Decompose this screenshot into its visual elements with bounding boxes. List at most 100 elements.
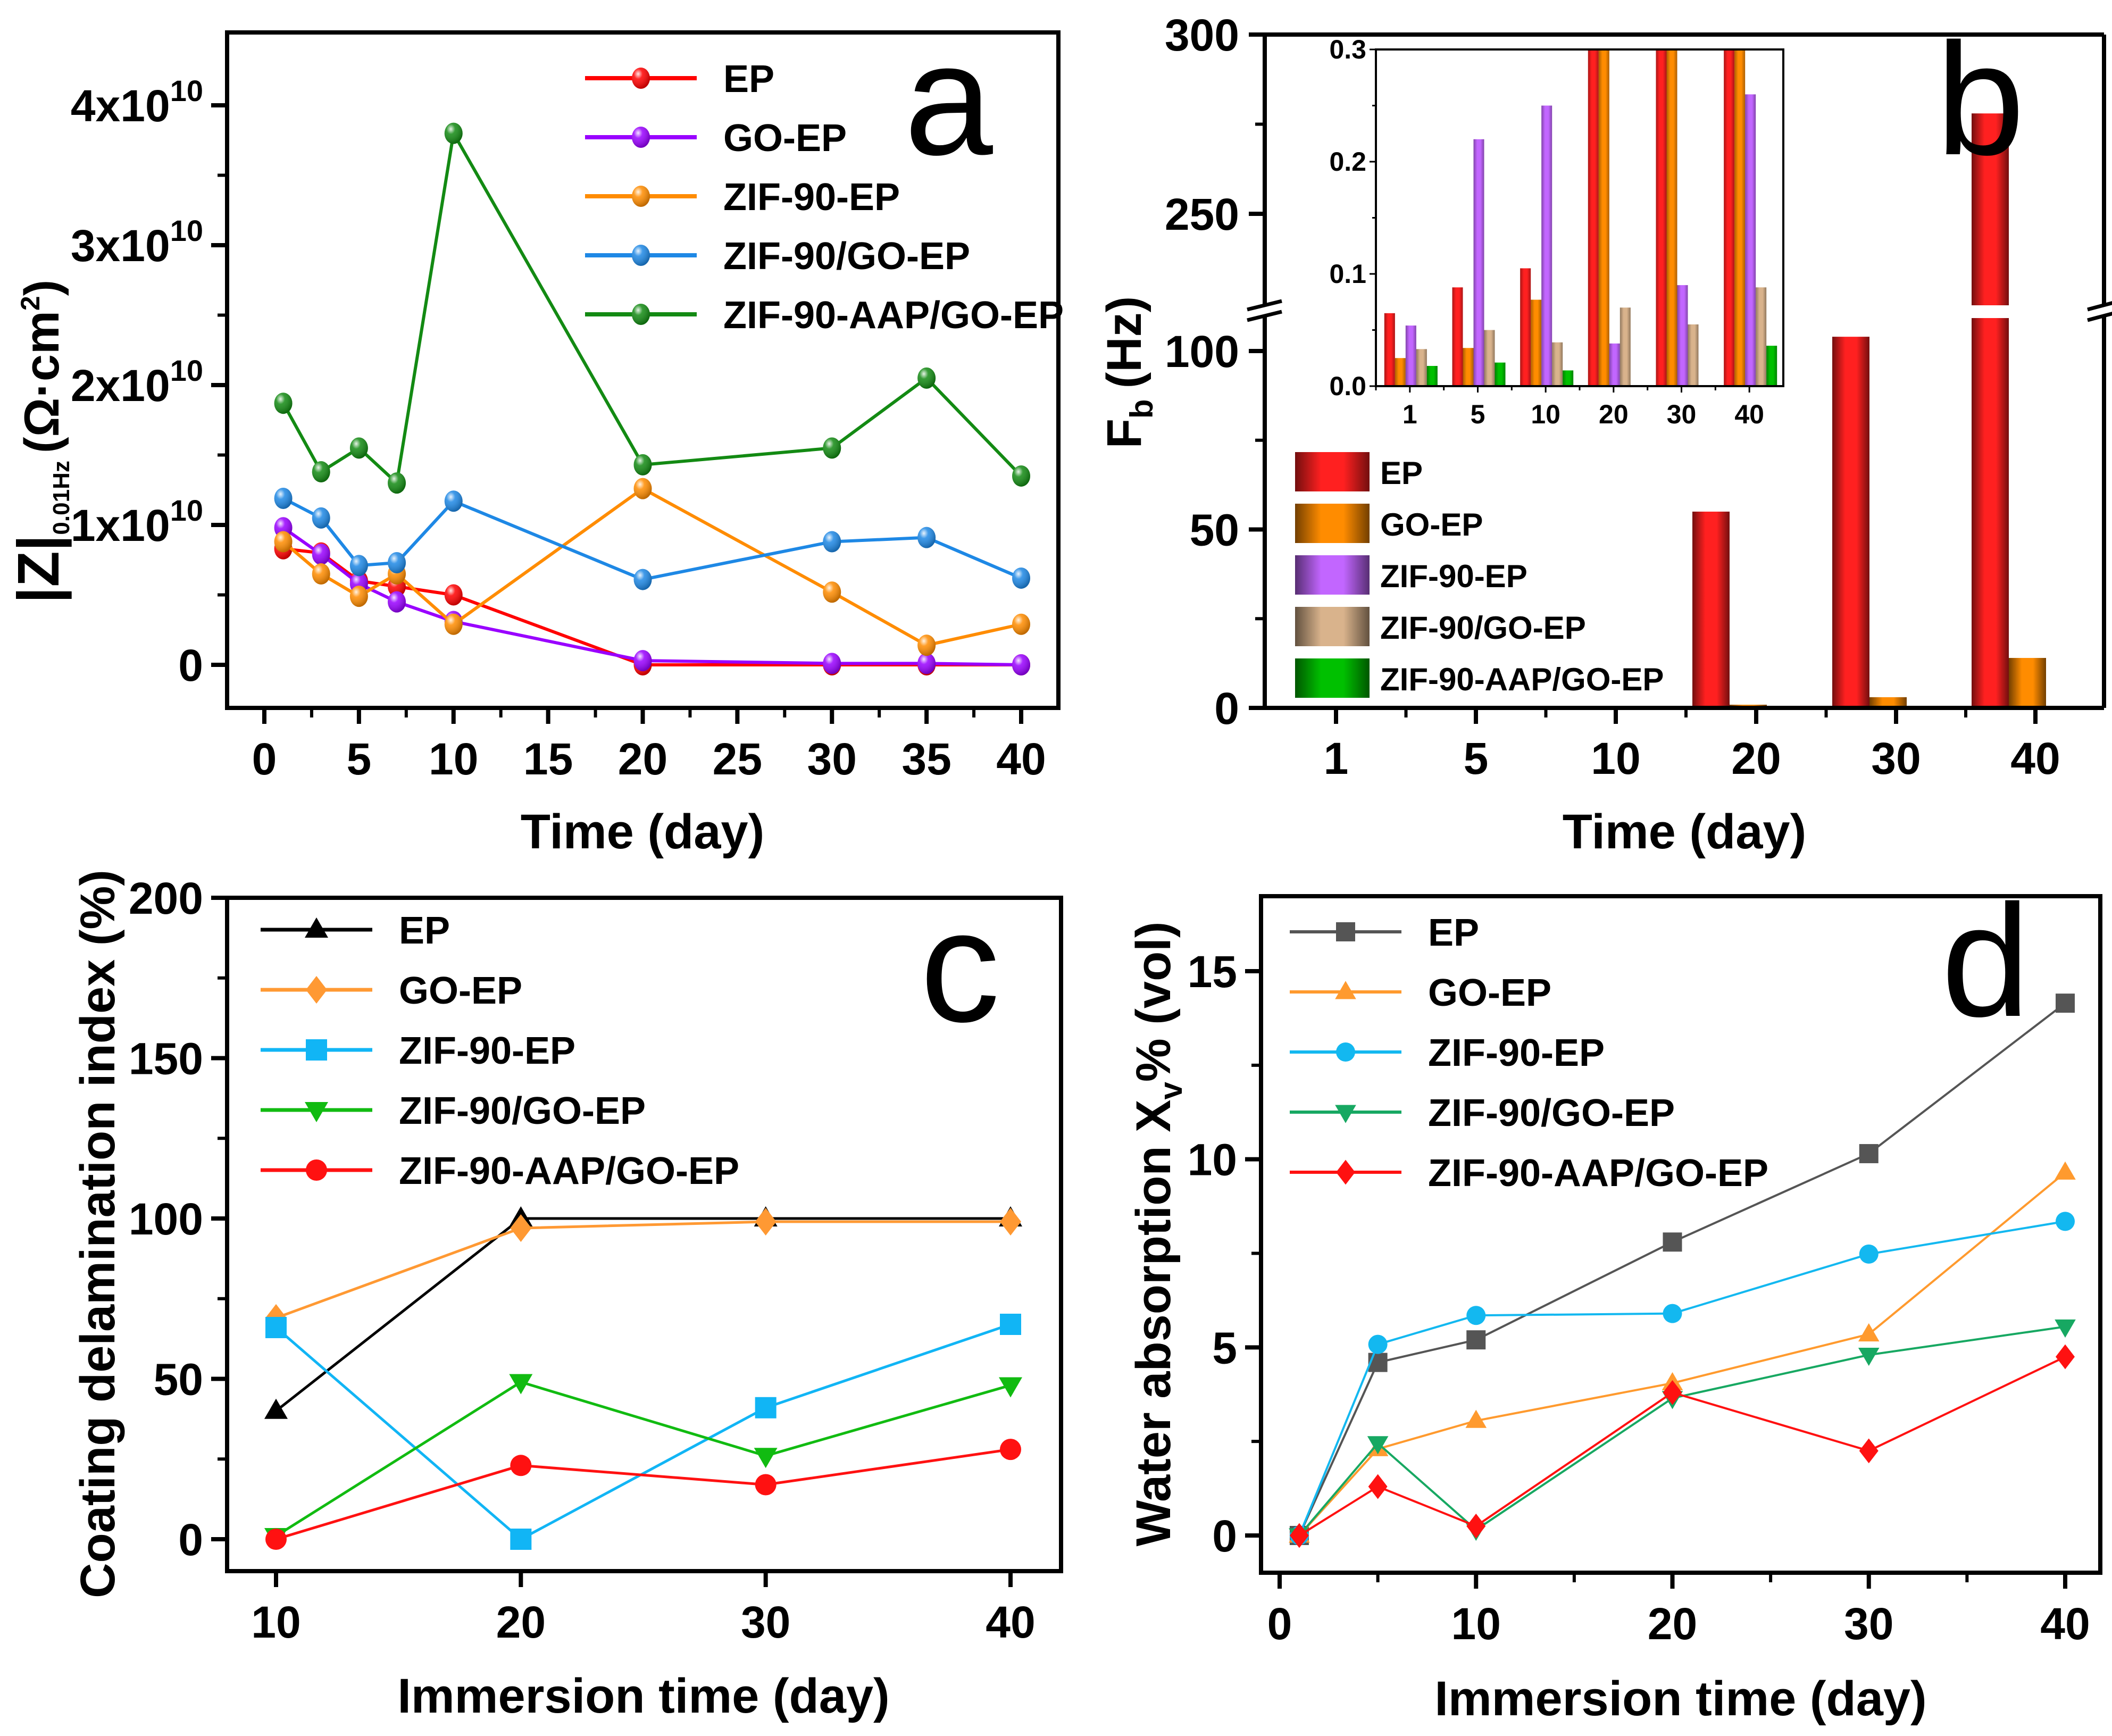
data-point-shine [917,527,936,548]
panel-c-x-axis-title: Immersion time (day) [397,1669,889,1723]
series-line [1298,1171,2066,1537]
legend-label: ZIF-90-AAP/GO-EP [723,294,1064,337]
legend-item: ZIF-90/GO-EP [1295,607,1586,646]
data-point-shine [274,393,293,414]
data-point-shine [1012,567,1030,589]
data-point-shine [823,531,841,553]
y-tick-label: 300 [1165,10,1239,60]
legend-swatch-shade [1295,504,1370,543]
panel-a-letter: a [904,10,994,188]
inset-bar-shade [1656,49,1667,386]
inset-x-tick-label: 10 [1531,399,1560,429]
legend-label: ZIF-90/GO-EP [399,1090,646,1132]
legend-item: ZIF-90-AAP/GO-EP [585,294,1064,337]
panel-b-x-axis-title: Time (day) [1563,805,1806,859]
data-point-shine [633,569,652,590]
inset-bar-shade [1520,268,1531,386]
data-point-shine [633,478,652,499]
panel-a-series [274,122,1030,675]
panel-c: 10 20 30 40 0 50 100 150 200 EP GO-EP ZIF-90-EP ZI… [71,870,1063,1723]
y-tick-label: 250 [1165,189,1239,239]
legend-swatch-shade [1295,452,1370,491]
legend-label: ZIF-90-AAP/GO-EP [1428,1152,1768,1195]
svg-text:Water absorption Xv% (vol): Water absorption Xv% (vol) [1126,922,1189,1547]
inset-bar-shade [1473,139,1484,386]
legend-label: ZIF-90-EP [1380,558,1527,594]
x-tick-label: 30 [1844,1599,1893,1649]
y-title-unit: (Ω·cm [15,311,69,453]
series-ep [274,538,1030,675]
x-tick-label: 40 [2010,733,2060,783]
y-tick-label: 15 [1188,947,1237,997]
legend-item: ZIF-90-EP [261,1030,575,1072]
inset-y-tick-label: 0.1 [1329,259,1366,289]
data-point [509,1374,533,1395]
y-tick-label: 0 [178,1515,203,1565]
data-point [2055,1161,2076,1180]
inset-y-tick-label: 0.3 [1329,35,1366,64]
x-tick-label: 10 [429,734,478,784]
panel-d-letter: d [1941,871,2030,1050]
panel-a-x-axis: 0 5 10 15 20 25 30 35 40 [252,708,1046,784]
x-tick-label: 40 [2040,1599,2090,1649]
panel-a-x-axis-title: Time (day) [521,805,764,859]
data-point-shine [444,490,463,512]
legend-marker [305,917,328,938]
legend-label: ZIF-90/GO-EP [723,235,970,278]
legend-marker [306,976,327,1004]
bar-shade [1692,511,1730,708]
legend-marker [1336,922,1355,941]
bar-series-ep [1692,113,2010,708]
inset-bar-shade [1426,366,1438,386]
data-point [754,1448,778,1468]
y-tick-base: 0 [178,640,203,690]
legend-item: ZIF-90-EP [585,176,900,219]
legend-item: GO-EP [1290,972,1551,1014]
data-point-shine [274,531,293,553]
y-title-unit-close: ) [15,280,69,296]
y-tick-label: 50 [154,1355,203,1405]
series-line [1298,1356,2066,1537]
series-zif-90-aap-go-ep [1289,1344,2075,1548]
data-point [1000,1313,1021,1335]
legend-marker [305,1102,328,1122]
data-point [1368,1474,1388,1499]
y-title-unit: (Hz) [1097,296,1151,389]
bar-shade [1869,697,1907,708]
y-tick-label: 3x1010 [71,214,203,271]
data-point [510,1529,532,1550]
data-point [1368,1334,1388,1354]
inset-bar-shade [1756,287,1767,386]
y-tick-label: 150 [129,1034,203,1084]
data-point-shine [444,122,463,144]
panel-b: 0 50 100 250 300 1 5 10 20 30 40 EP GO-EP ZIF-90-EP… [1097,10,2112,859]
x-tick-label: 40 [986,1597,1035,1647]
inset-bar-shade [1677,285,1688,386]
series-zif-90-go-ep [1289,1319,2076,1547]
legend-marker-shine [632,68,650,89]
data-point [2056,1344,2075,1370]
series-zif-90-aap-go-ep [265,1439,1021,1550]
bar-break-gap [1971,305,2010,318]
panel-d-plot-frame [1259,894,2102,1575]
legend-label: ZIF-90/GO-EP [1428,1092,1675,1134]
legend-item: GO-EP [261,970,522,1012]
svg-text:|Z|0.01Hz(Ω·cm2): |Z|0.01Hz (Ω·cm2) [6,280,74,604]
data-point [1859,1244,1879,1264]
data-point [1859,1144,1879,1164]
legend-marker [1336,1042,1355,1062]
series-ep [1289,994,2075,1545]
panel-c-plot-frame [225,896,1063,1573]
inset-bar-shade [1452,287,1463,386]
inset-bar-series-zif-90-go-ep [1416,287,1767,386]
y-tick-label: 0 [1214,683,1239,733]
inset-bar-shade [1734,49,1746,386]
data-point-shine [1012,654,1030,675]
data-point [1367,1436,1389,1455]
y-tick-base: 4x10 [71,81,170,131]
legend-swatch-shade [1295,555,1370,595]
y-title-unit: % (vol) [1126,922,1181,1082]
panel-b-bars [1692,113,2046,708]
panel-c-y-axis-title: Coating delamination index (%) [71,870,125,1598]
panel-d-x-axis-title: Immersion time (day) [1434,1672,1926,1726]
